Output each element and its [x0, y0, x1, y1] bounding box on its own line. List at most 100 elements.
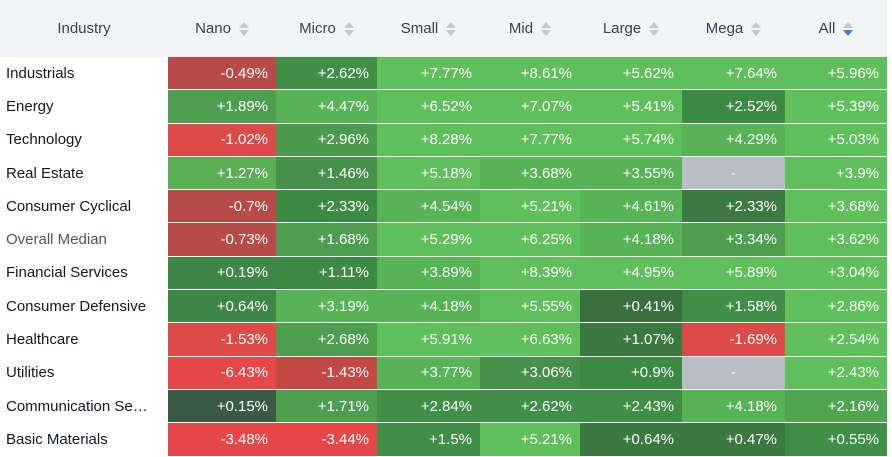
performance-cell: +4.95% [580, 256, 682, 291]
performance-cell: +1.07% [580, 322, 682, 357]
table-header: Industry Nano Micro Small Mid Large Mega All [0, 0, 887, 57]
performance-cell: +8.39% [480, 256, 580, 291]
performance-cell: - [682, 356, 785, 390]
column-header-label: Large [602, 20, 642, 37]
performance-cell: +0.47% [682, 422, 785, 457]
industry-name[interactable]: Healthcare [0, 322, 168, 357]
performance-cell: - [682, 156, 785, 191]
column-header-small[interactable]: Small [377, 0, 480, 57]
performance-cell: +3.68% [785, 189, 887, 224]
column-header-mid[interactable]: Mid [480, 0, 580, 57]
table-row[interactable]: Financial Services +0.19% +1.11% +3.89% +8.3… [0, 256, 887, 291]
performance-cell: +3.68% [480, 156, 580, 191]
sort-arrows-icon[interactable] [343, 22, 354, 37]
performance-cell: +1.89% [168, 89, 276, 124]
performance-cell: +7.64% [682, 57, 785, 91]
performance-cell: +5.21% [480, 189, 580, 224]
column-header-large[interactable]: Large [580, 0, 682, 57]
industry-name[interactable]: Overall Median [0, 222, 168, 257]
performance-cell: +2.62% [480, 389, 580, 424]
performance-cell: +4.18% [580, 222, 682, 257]
performance-cell: +2.43% [785, 356, 887, 390]
performance-cell: +7.07% [480, 89, 580, 124]
sort-arrows-icon[interactable] [541, 22, 552, 37]
performance-cell: +2.84% [377, 389, 480, 424]
performance-cell: +5.03% [785, 123, 887, 157]
table-row[interactable]: Consumer Cyclical -0.7% +2.33% +4.54% +5.21%… [0, 189, 887, 224]
table-body: Industrials -0.49% +2.62% +7.77% +8.61% +5.62… [0, 57, 887, 457]
column-header-all[interactable]: All [785, 0, 887, 57]
performance-cell: +5.41% [580, 89, 682, 124]
column-header-label: Nano [195, 20, 231, 37]
performance-cell: +4.61% [580, 189, 682, 224]
performance-cell: -3.44% [276, 422, 377, 457]
table-row[interactable]: Real Estate +1.27% +1.46% +5.18% +3.68% +3.55… [0, 156, 887, 191]
performance-cell: +3.55% [580, 156, 682, 191]
performance-cell: +2.52% [682, 89, 785, 124]
industry-name[interactable]: Energy [0, 89, 168, 124]
performance-cell: +0.15% [168, 389, 276, 424]
performance-cell: +3.19% [276, 289, 377, 324]
performance-cell: +4.47% [276, 89, 377, 124]
sort-arrows-icon[interactable] [843, 22, 854, 37]
industry-name[interactable]: Real Estate [0, 156, 168, 191]
performance-cell: +2.54% [785, 322, 887, 357]
industry-name[interactable]: Communication Se… [0, 389, 168, 424]
performance-cell: +5.96% [785, 57, 887, 91]
performance-cell: +2.16% [785, 389, 887, 424]
industry-name[interactable]: Technology [0, 123, 168, 157]
table-row[interactable]: Consumer Defensive +0.64% +3.19% +4.18% +5.5… [0, 289, 887, 324]
performance-cell: +2.86% [785, 289, 887, 324]
sort-arrows-icon[interactable] [751, 22, 762, 37]
industry-name[interactable]: Industrials [0, 57, 168, 91]
column-header-nano[interactable]: Nano [168, 0, 276, 57]
performance-cell: +7.77% [480, 123, 580, 157]
industry-name[interactable]: Financial Services [0, 256, 168, 291]
table-row[interactable]: Healthcare -1.53% +2.68% +5.91% +6.63% +1.07%… [0, 322, 887, 357]
column-header-mega[interactable]: Mega [682, 0, 785, 57]
table-row[interactable]: Overall Median -0.73% +1.68% +5.29% +6.25% +4… [0, 222, 887, 257]
performance-cell: +5.21% [480, 422, 580, 457]
table-row[interactable]: Utilities -6.43% -1.43% +3.77% +3.06% +0.9% - +… [0, 356, 887, 390]
performance-cell: +1.68% [276, 222, 377, 257]
column-header-label: Mid [508, 20, 534, 37]
performance-cell: +2.33% [682, 189, 785, 224]
table-row[interactable]: Technology -1.02% +2.96% +8.28% +7.77% +5.74%… [0, 123, 887, 157]
performance-cell: -6.43% [168, 356, 276, 390]
performance-cell: -0.49% [168, 57, 276, 91]
performance-cell: +2.43% [580, 389, 682, 424]
performance-cell: +5.74% [580, 123, 682, 157]
performance-cell: +0.64% [580, 422, 682, 457]
performance-cell: +0.64% [168, 289, 276, 324]
performance-cell: +1.11% [276, 256, 377, 291]
industry-name[interactable]: Consumer Cyclical [0, 189, 168, 224]
performance-cell: -3.48% [168, 422, 276, 457]
column-header-industry: Industry [0, 0, 168, 57]
column-header-label: Small [400, 20, 439, 37]
sort-arrows-icon[interactable] [649, 22, 660, 37]
performance-cell: -1.69% [682, 322, 785, 357]
performance-cell: +4.18% [377, 289, 480, 324]
performance-cell: +2.62% [276, 57, 377, 91]
industry-name[interactable]: Basic Materials [0, 422, 168, 457]
performance-cell: -0.7% [168, 189, 276, 224]
performance-cell: +8.28% [377, 123, 480, 157]
performance-cell: +3.77% [377, 356, 480, 390]
column-header-micro[interactable]: Micro [276, 0, 377, 57]
sort-arrows-icon[interactable] [446, 22, 457, 37]
sort-arrows-icon[interactable] [238, 22, 249, 37]
table-row[interactable]: Communication Se… +0.15% +1.71% +2.84% +2.62… [0, 389, 887, 424]
performance-cell: +7.77% [377, 57, 480, 91]
performance-cell: -0.73% [168, 222, 276, 257]
table-row[interactable]: Energy +1.89% +4.47% +6.52% +7.07% +5.41% +2.5… [0, 89, 887, 124]
performance-cell: +6.25% [480, 222, 580, 257]
industry-name[interactable]: Utilities [0, 356, 168, 390]
performance-cell: +5.18% [377, 156, 480, 191]
table-row[interactable]: Basic Materials -3.48% -3.44% +1.5% +5.21% +0… [0, 422, 887, 457]
industry-name[interactable]: Consumer Defensive [0, 289, 168, 324]
performance-cell: +3.06% [480, 356, 580, 390]
performance-cell: +4.29% [682, 123, 785, 157]
table-row[interactable]: Industrials -0.49% +2.62% +7.77% +8.61% +5.62… [0, 57, 887, 91]
column-header-label: Micro [299, 20, 336, 37]
